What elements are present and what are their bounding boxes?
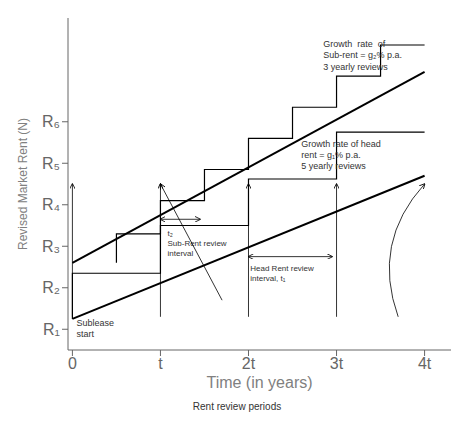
svg-text:t: t <box>158 355 163 372</box>
svg-text:Time (in years): Time (in years) <box>206 374 312 391</box>
svg-text:Growth rate of headrent = g₁%: Growth rate of headrent = g₁% p.a.5 year… <box>301 139 381 172</box>
svg-text:Revised Market Rent (N): Revised Market Rent (N) <box>16 118 30 250</box>
svg-text:Rent review periods: Rent review periods <box>193 401 281 412</box>
svg-text:Head Rent reviewinterval, t₁: Head Rent reviewinterval, t₁ <box>250 264 314 283</box>
svg-text:R₃: R₃ <box>42 238 60 255</box>
svg-text:R₁: R₁ <box>43 321 60 338</box>
svg-text:4t: 4t <box>418 355 432 372</box>
svg-text:2t: 2t <box>242 355 256 372</box>
svg-text:3t: 3t <box>330 355 344 372</box>
svg-text:R₄: R₄ <box>42 196 60 213</box>
svg-text:R₆: R₆ <box>42 113 60 130</box>
svg-text:R₅: R₅ <box>42 155 60 172</box>
svg-text:0: 0 <box>68 355 77 372</box>
svg-text:Growth rate ofSub-rent = g₂%: Growth rate ofSub-rent = g₂% p.a.3 yearl… <box>323 39 402 72</box>
svg-text:Subleasestart: Subleasestart <box>76 318 114 339</box>
svg-text:t₂Sub-Rent reviewinterval: t₂Sub-Rent reviewinterval <box>167 229 226 258</box>
svg-text:R₂: R₂ <box>42 279 60 296</box>
